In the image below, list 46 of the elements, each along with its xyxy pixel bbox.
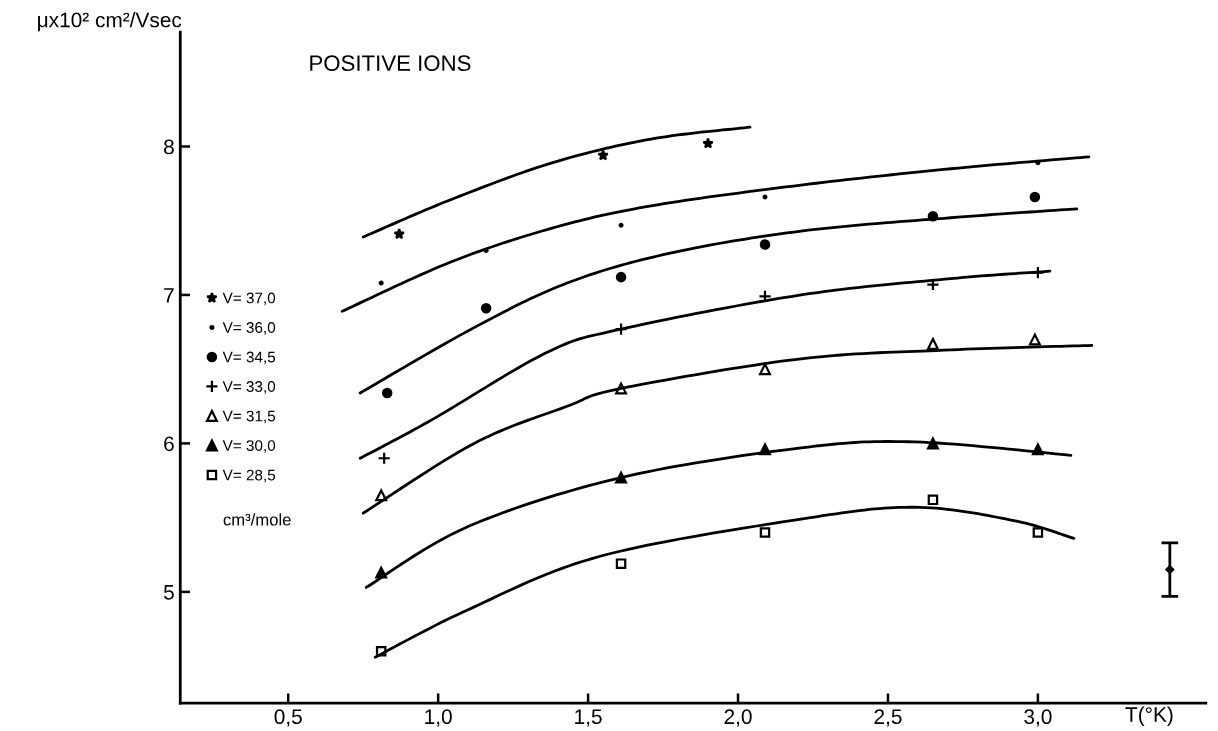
y-tick-label: 8: [164, 139, 174, 155]
x-tick-label: 1,5: [575, 709, 602, 727]
x-tick-label: 2,0: [724, 709, 752, 727]
point: [759, 363, 771, 376]
point: [375, 645, 387, 657]
point: [615, 382, 628, 395]
point: [393, 228, 405, 240]
x-tick-label: 0,5: [274, 709, 302, 727]
y-tick-label: 7: [164, 288, 174, 303]
x-tick-label: 2,5: [874, 709, 902, 727]
point: [381, 387, 393, 399]
legend-label: V= 34,5: [222, 351, 276, 365]
y-tick-label: 5: [163, 585, 174, 600]
x-tick-label: 1,0: [425, 709, 452, 727]
point: [759, 527, 771, 538]
point: [615, 271, 627, 283]
point: [614, 322, 628, 336]
point: [375, 489, 388, 502]
point: [615, 471, 628, 484]
point: [618, 222, 624, 228]
point: [1029, 191, 1041, 203]
legend-label: V= 33,0: [222, 381, 276, 394]
point: [927, 494, 939, 506]
point: [1028, 333, 1041, 346]
legend-label: V= 31,5: [222, 410, 276, 424]
point: [1032, 527, 1044, 538]
point: [1165, 564, 1175, 575]
point: [702, 137, 714, 149]
legend-label: V= 28,5: [222, 469, 276, 483]
legend-label: V= 37,0: [222, 292, 276, 306]
y-tick-label: 6: [164, 436, 174, 452]
point: [377, 451, 391, 465]
text: POSITIVE IONS: [310, 55, 471, 72]
annotation: cm³/mole: [223, 513, 291, 526]
point: [615, 558, 627, 569]
point: [378, 280, 384, 286]
point: [926, 337, 939, 350]
point: [597, 149, 609, 161]
legend-label: V= 36,0: [222, 322, 276, 335]
y-axis-title: μx10² cm²/Vsec: [38, 12, 182, 32]
x-axis-title: T(°K): [1125, 706, 1173, 726]
legend-label: V= 30,0: [222, 440, 276, 453]
point: [759, 239, 771, 250]
point: [762, 194, 768, 200]
point: [480, 303, 492, 314]
x-tick-label: 3,0: [1024, 709, 1052, 727]
